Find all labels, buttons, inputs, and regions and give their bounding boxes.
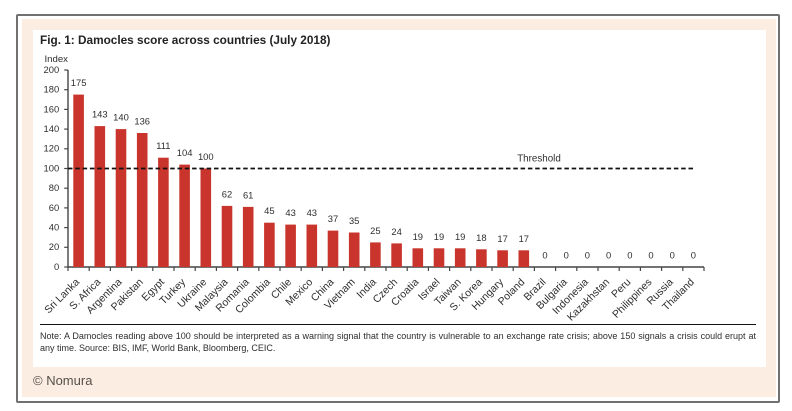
svg-text:0: 0 bbox=[691, 250, 696, 261]
svg-text:120: 120 bbox=[44, 143, 60, 154]
svg-text:80: 80 bbox=[49, 182, 59, 193]
svg-text:140: 140 bbox=[113, 112, 129, 123]
svg-text:40: 40 bbox=[49, 222, 59, 233]
svg-text:24: 24 bbox=[391, 226, 401, 237]
svg-text:20: 20 bbox=[49, 241, 59, 252]
svg-text:175: 175 bbox=[71, 77, 87, 88]
svg-text:43: 43 bbox=[285, 207, 295, 218]
svg-text:136: 136 bbox=[134, 116, 150, 127]
svg-text:45: 45 bbox=[264, 205, 274, 216]
svg-text:43: 43 bbox=[307, 207, 317, 218]
svg-text:160: 160 bbox=[44, 103, 60, 114]
svg-text:0: 0 bbox=[542, 250, 547, 261]
svg-text:200: 200 bbox=[44, 64, 60, 75]
svg-text:18: 18 bbox=[476, 232, 486, 243]
svg-text:60: 60 bbox=[49, 202, 59, 213]
svg-text:111: 111 bbox=[156, 140, 170, 151]
svg-text:100: 100 bbox=[198, 151, 214, 162]
svg-text:0: 0 bbox=[606, 250, 611, 261]
svg-text:0: 0 bbox=[585, 250, 590, 261]
svg-text:0: 0 bbox=[627, 250, 632, 261]
svg-text:17: 17 bbox=[497, 233, 507, 244]
svg-text:100: 100 bbox=[44, 162, 60, 173]
svg-text:19: 19 bbox=[455, 231, 465, 242]
svg-text:37: 37 bbox=[328, 213, 338, 224]
svg-text:0: 0 bbox=[54, 261, 59, 272]
svg-text:180: 180 bbox=[44, 84, 60, 95]
svg-text:0: 0 bbox=[564, 250, 569, 261]
svg-text:Index: Index bbox=[45, 54, 69, 65]
svg-text:35: 35 bbox=[349, 215, 359, 226]
svg-text:104: 104 bbox=[177, 147, 193, 158]
svg-text:19: 19 bbox=[434, 231, 444, 242]
svg-text:61: 61 bbox=[243, 189, 253, 200]
svg-text:Threshold: Threshold bbox=[517, 154, 561, 165]
svg-text:140: 140 bbox=[44, 123, 60, 134]
svg-text:143: 143 bbox=[92, 109, 108, 120]
svg-text:17: 17 bbox=[519, 233, 529, 244]
svg-text:0: 0 bbox=[648, 250, 653, 261]
svg-text:19: 19 bbox=[413, 231, 423, 242]
svg-text:0: 0 bbox=[670, 250, 675, 261]
svg-text:62: 62 bbox=[222, 188, 232, 199]
svg-text:25: 25 bbox=[370, 225, 380, 236]
